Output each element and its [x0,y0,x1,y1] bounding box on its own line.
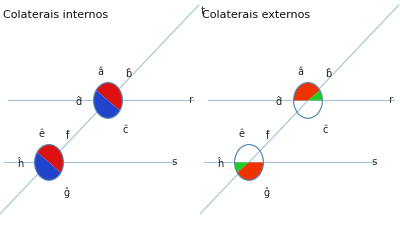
Wedge shape [37,145,63,173]
Wedge shape [35,152,61,180]
Text: â: â [97,67,103,77]
Wedge shape [294,83,320,100]
Text: ê: ê [38,129,44,139]
Text: Colaterais internos: Colaterais internos [4,10,108,20]
Text: f̂: f̂ [266,131,270,141]
Text: â: â [297,67,303,77]
Text: d̂: d̂ [76,97,82,107]
Wedge shape [237,162,263,180]
Text: ĉ: ĉ [122,125,128,135]
Text: Colaterais externos: Colaterais externos [202,10,310,20]
Text: ĝ: ĝ [63,187,70,198]
Text: s: s [371,157,376,167]
Text: t: t [201,6,205,16]
Text: d̂: d̂ [276,97,282,107]
Text: r: r [189,95,193,105]
Text: ĝ: ĝ [263,187,270,198]
Text: ê: ê [238,129,244,139]
Wedge shape [94,90,120,118]
Text: b̂: b̂ [125,69,132,79]
Text: r: r [389,95,393,105]
Text: b̂: b̂ [325,69,332,79]
Text: ĥ: ĥ [17,159,23,169]
Text: f̂: f̂ [66,131,70,141]
Text: ĥ: ĥ [217,159,223,169]
Text: s: s [171,157,176,167]
Wedge shape [234,162,249,173]
Wedge shape [96,83,122,111]
Text: ĉ: ĉ [322,125,328,135]
Wedge shape [308,90,322,100]
